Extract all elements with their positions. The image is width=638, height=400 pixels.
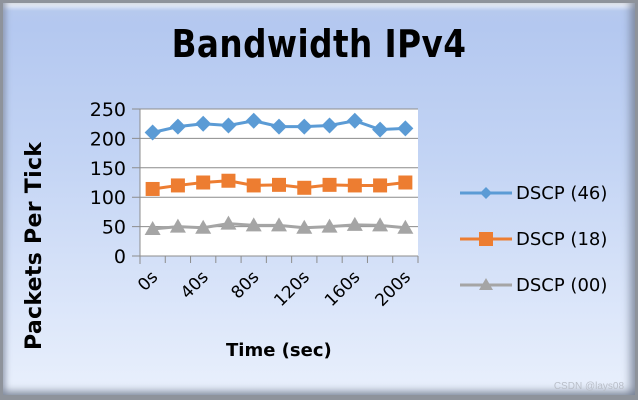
diamond-marker — [296, 118, 313, 135]
legend-label: DSCP (18) — [516, 228, 608, 250]
square-marker — [170, 178, 185, 193]
diamond-marker — [144, 124, 161, 141]
watermark: CSDN @lays08 — [553, 381, 624, 392]
legend-item: DSCP (18) — [460, 228, 607, 250]
triangle-marker — [321, 218, 338, 233]
triangle-legend-icon — [460, 278, 512, 290]
y-tick-label: 50 — [102, 217, 126, 239]
square-marker — [322, 177, 337, 192]
diamond-marker — [271, 118, 287, 135]
square-marker — [221, 173, 236, 188]
diamond-marker — [397, 120, 414, 137]
series-dscp-00 — [144, 215, 414, 235]
diamond-marker — [245, 112, 262, 129]
square-marker — [246, 178, 261, 193]
diamond-marker — [346, 112, 363, 129]
square-marker — [272, 177, 286, 192]
legend-label: DSCP (46) — [516, 182, 608, 204]
triangle-marker — [397, 219, 414, 234]
triangle-marker — [144, 220, 161, 235]
square-marker — [398, 175, 413, 190]
square-marker — [347, 178, 362, 193]
triangle-marker — [346, 216, 363, 231]
x-tick-label: 40s — [177, 267, 213, 303]
chart-title: Bandwidth IPv4 — [171, 22, 467, 66]
series-dscp-46 — [144, 112, 414, 141]
legend-item: DSCP (00) — [460, 274, 607, 296]
series-dscp-18 — [145, 173, 413, 196]
triangle-marker — [220, 215, 237, 230]
triangle-marker — [296, 219, 313, 234]
diamond-legend-icon — [460, 187, 512, 199]
diamond-marker — [372, 121, 389, 138]
x-tick-label: 120s — [270, 267, 313, 310]
triangle-marker — [271, 217, 287, 232]
triangle-marker — [195, 219, 212, 234]
y-tick-label: 200 — [90, 128, 126, 150]
x-tick-label: 200s — [372, 267, 415, 310]
diamond-marker — [195, 115, 212, 132]
x-tick-label: 160s — [321, 267, 364, 310]
diamond-marker — [321, 117, 338, 134]
square-marker — [297, 180, 312, 195]
diamond-marker — [169, 118, 186, 135]
y-tick-label: 150 — [90, 158, 126, 180]
x-axis-label: Time (sec) — [226, 340, 332, 361]
triangle-marker — [372, 217, 389, 232]
legend-item: DSCP (46) — [460, 182, 607, 204]
triangle-marker — [169, 218, 186, 233]
triangle-marker — [245, 217, 262, 232]
x-tick-label: 80s — [228, 267, 264, 303]
x-tick-label: 0s — [134, 267, 162, 295]
y-tick-label: 0 — [114, 246, 126, 268]
square-marker — [145, 181, 160, 196]
y-tick-label: 100 — [90, 187, 126, 209]
square-marker — [196, 175, 211, 190]
square-marker — [373, 178, 388, 193]
square-legend-icon — [460, 232, 512, 246]
legend-label: DSCP (00) — [516, 274, 608, 296]
diamond-marker — [220, 117, 237, 134]
y-tick-label: 250 — [90, 99, 126, 121]
